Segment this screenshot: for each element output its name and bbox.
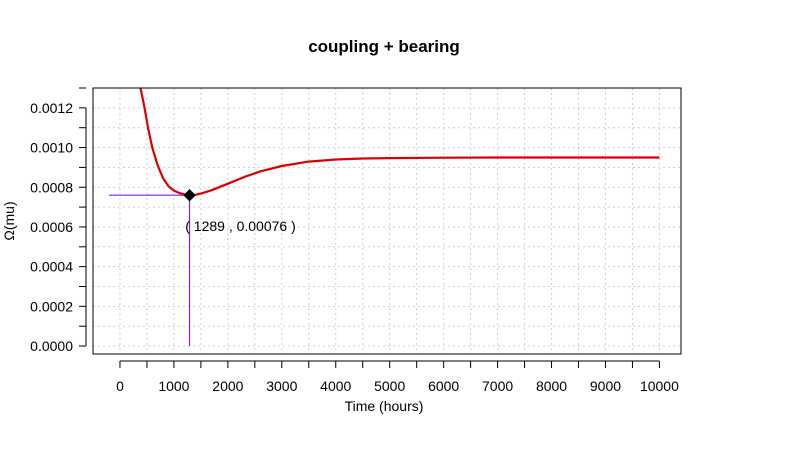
y-tick-label: 0.0004 <box>30 259 73 275</box>
x-axis-title: Time (hours) <box>345 398 424 414</box>
marked-point-marker <box>183 188 196 202</box>
plot-frame <box>92 87 682 355</box>
x-tick-label: 2000 <box>212 378 243 394</box>
x-tick-label: 0 <box>116 378 124 394</box>
grid <box>93 87 681 354</box>
y-tick-label: 0.0000 <box>30 338 73 354</box>
series-group <box>139 87 660 197</box>
y-tick-label: 0.0010 <box>30 140 73 156</box>
series-line <box>139 87 660 197</box>
x-tick-label: 1000 <box>158 378 189 394</box>
x-tick-label: 4000 <box>320 378 351 394</box>
y-tick-label: 0.0006 <box>30 219 73 235</box>
y-tick-label: 0.0012 <box>30 100 73 116</box>
x-axis: 0 1000 2000 3000 4000 5000 6000 7000 8000 9000 100… <box>116 360 679 394</box>
x-tick-label: 5000 <box>374 378 405 394</box>
marked-point-label: ( 1289 , 0.00076 ) <box>185 218 296 234</box>
marker-layer: ( 1289 , 0.00076 ) <box>109 188 296 347</box>
y-tick-label: 0.0008 <box>30 179 73 195</box>
x-tick-label: 10000 <box>640 378 679 394</box>
x-tick-label: 8000 <box>536 378 567 394</box>
x-tick-label: 9000 <box>590 378 621 394</box>
y-axis-title: Ω(mu) <box>1 201 17 240</box>
chart-title: coupling + bearing <box>308 37 460 56</box>
y-tick-label: 0.0002 <box>30 298 73 314</box>
x-tick-label: 3000 <box>266 378 297 394</box>
y-axis: 0.0000 0.0002 0.0004 0.0006 0.0008 0.0010 0.00… <box>30 87 87 354</box>
x-tick-label: 7000 <box>482 378 513 394</box>
x-tick-label: 6000 <box>428 378 459 394</box>
